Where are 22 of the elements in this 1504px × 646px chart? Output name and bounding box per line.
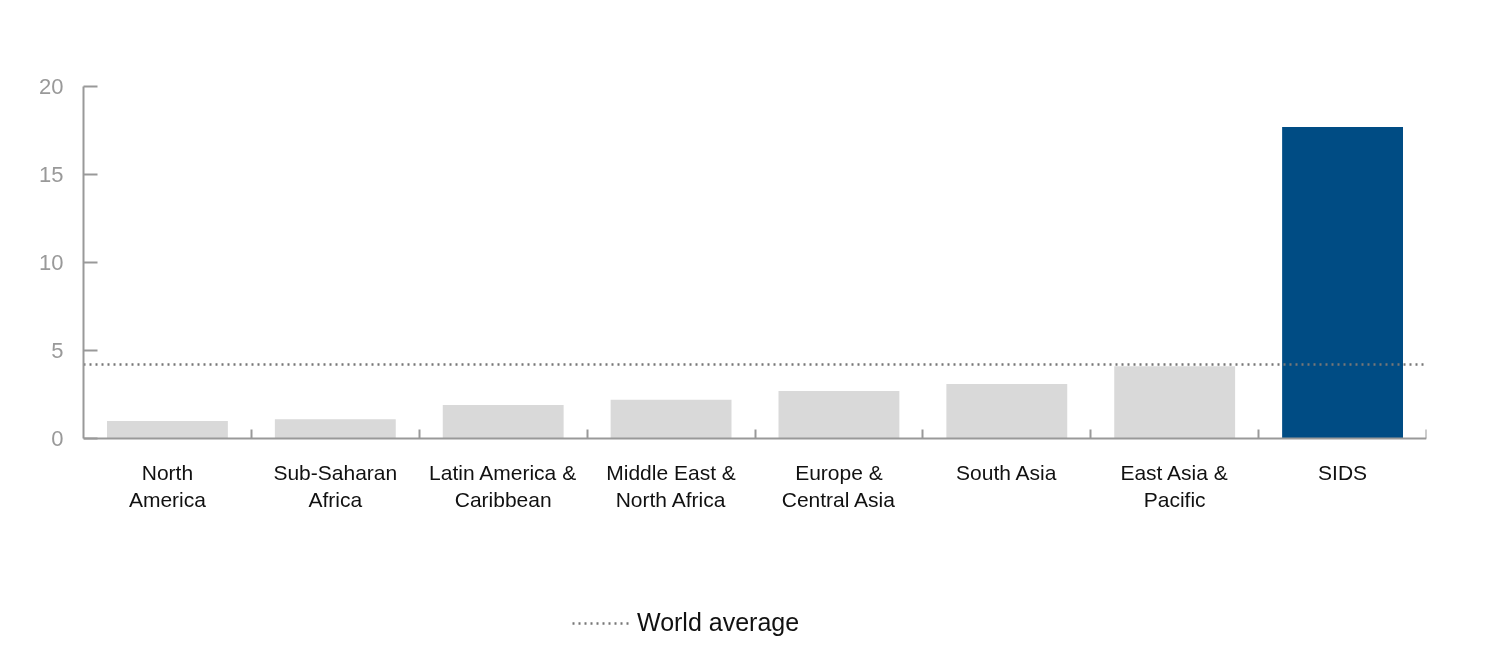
- bar: [778, 390, 900, 439]
- bar: [107, 420, 228, 439]
- bar: [274, 419, 396, 439]
- bar: [1282, 126, 1403, 439]
- y-tick-label: 15: [39, 162, 64, 187]
- y-tick-label: 0: [51, 426, 64, 451]
- x-tick-label: Latin America & Caribbean: [429, 460, 577, 512]
- x-tick-label: South Asia: [956, 460, 1057, 484]
- legend-label: World average: [637, 608, 800, 637]
- x-tick-label: Europe & Central Asia: [781, 460, 896, 512]
- x-tick-label: East Asia & Pacific: [1120, 460, 1228, 512]
- bar: [610, 399, 732, 439]
- bar: [1114, 366, 1236, 439]
- x-tick-label: Sub-Saharan Africa: [273, 460, 398, 512]
- x-tick-label: Middle East & North Africa: [606, 460, 736, 512]
- x-tick-label: SIDS: [1318, 460, 1368, 484]
- y-tick-label: 5: [51, 338, 64, 363]
- y-tick-label: 20: [39, 74, 64, 99]
- bar: [946, 383, 1068, 439]
- y-tick-label: 10: [39, 250, 64, 275]
- bar: [442, 405, 564, 439]
- x-tick-label: North America: [128, 460, 207, 512]
